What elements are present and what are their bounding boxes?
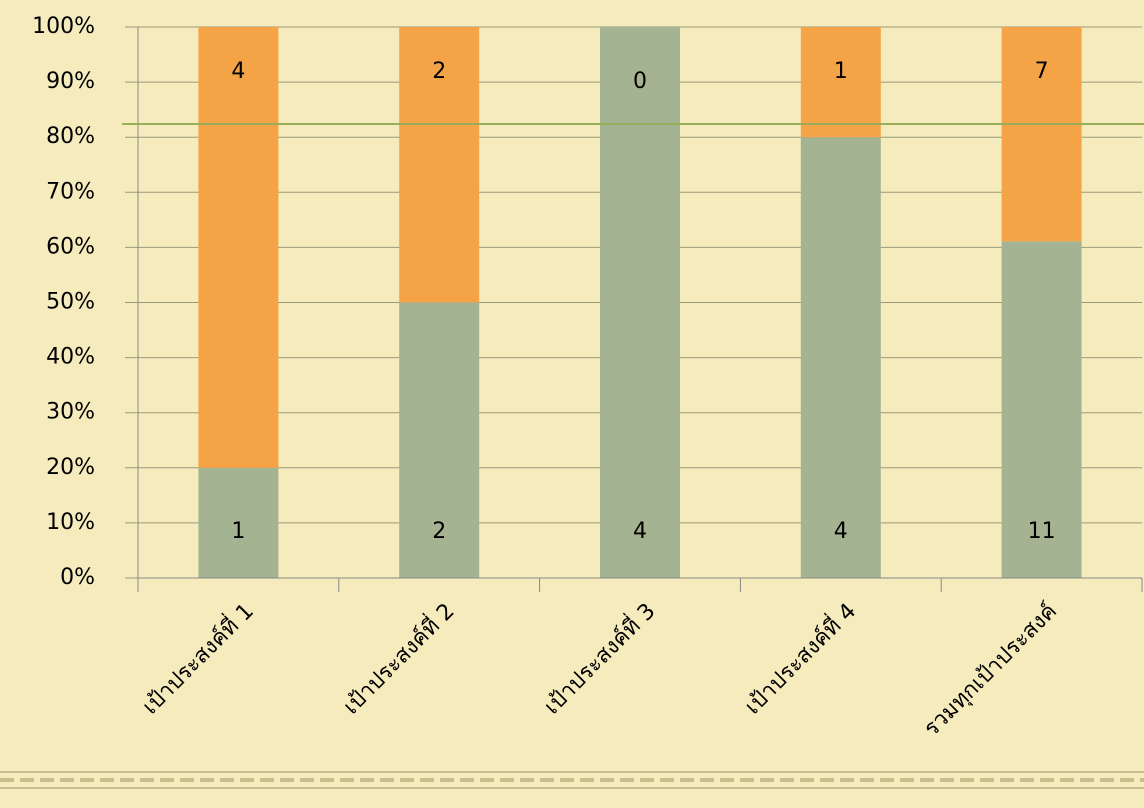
bar-segment — [399, 27, 480, 303]
data-label: 11 — [1028, 519, 1056, 544]
y-tick-label: 20% — [46, 455, 95, 480]
data-label: 7 — [1035, 59, 1049, 84]
data-label: 4 — [633, 519, 647, 544]
data-label: 4 — [231, 59, 245, 84]
bar-segment — [1001, 241, 1082, 578]
bar-segment — [1001, 27, 1082, 242]
y-tick-label: 50% — [46, 290, 95, 315]
y-tick-label: 80% — [46, 124, 95, 149]
data-label: 0 — [633, 69, 647, 94]
data-label: 2 — [432, 59, 446, 84]
data-label: 2 — [432, 519, 446, 544]
y-tick-label: 90% — [46, 69, 95, 94]
y-tick-label: 60% — [46, 234, 95, 259]
y-tick-label: 40% — [46, 345, 95, 370]
data-label: 1 — [231, 519, 245, 544]
bar-segment — [198, 27, 279, 468]
y-tick-label: 0% — [60, 565, 95, 590]
bar-segment — [198, 467, 279, 578]
bar-segment — [800, 27, 881, 138]
bar-segment — [800, 137, 881, 578]
bar-segment — [399, 302, 480, 578]
y-tick-label: 100% — [32, 14, 95, 39]
data-label: 1 — [834, 59, 848, 84]
data-label: 4 — [834, 519, 848, 544]
bar-segment — [600, 27, 680, 578]
decoration — [0, 771, 1144, 789]
y-tick-label: 30% — [46, 400, 95, 425]
y-tick-label: 70% — [46, 179, 95, 204]
y-tick-label: 10% — [46, 510, 95, 535]
